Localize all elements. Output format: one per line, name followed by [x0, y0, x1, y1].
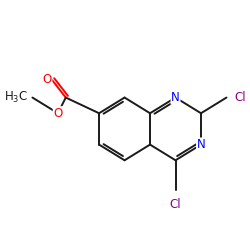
Text: O: O: [53, 107, 62, 120]
Text: H$_3$C: H$_3$C: [4, 90, 28, 105]
Text: O: O: [42, 74, 52, 86]
Text: N: N: [171, 91, 180, 104]
Text: Cl: Cl: [170, 198, 181, 210]
Text: N: N: [196, 138, 205, 151]
Text: Cl: Cl: [234, 91, 246, 104]
